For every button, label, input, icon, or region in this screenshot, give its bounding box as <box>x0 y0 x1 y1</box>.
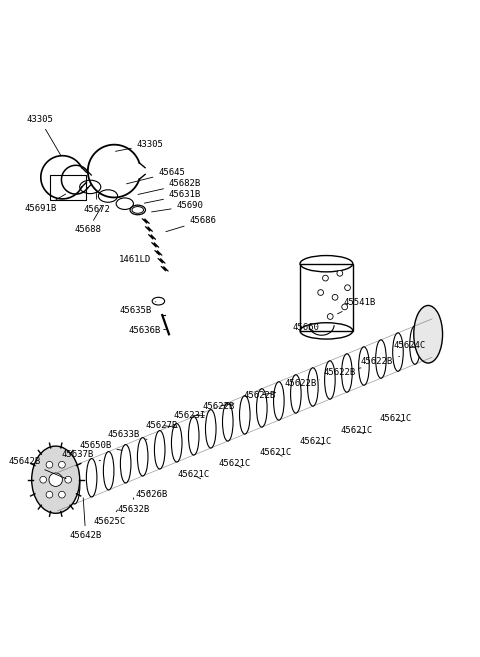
Text: 45686: 45686 <box>166 216 216 232</box>
Text: 45632B: 45632B <box>118 498 150 514</box>
Text: 45622B: 45622B <box>361 356 399 365</box>
Text: 45622B: 45622B <box>203 401 235 411</box>
Text: 45635B: 45635B <box>119 302 156 315</box>
Text: 45541B: 45541B <box>337 298 375 314</box>
Text: 45622B: 45622B <box>284 379 319 388</box>
Text: 45621C: 45621C <box>259 447 291 457</box>
Text: 45636B: 45636B <box>129 327 166 335</box>
Ellipse shape <box>414 306 443 363</box>
Text: 45625C: 45625C <box>94 510 126 526</box>
Text: 45690: 45690 <box>152 202 204 212</box>
Bar <box>300 263 353 331</box>
Circle shape <box>318 290 324 296</box>
Ellipse shape <box>46 491 53 498</box>
Text: 45622B: 45622B <box>244 391 276 399</box>
Ellipse shape <box>49 473 62 486</box>
Text: 45621C: 45621C <box>300 437 332 445</box>
Circle shape <box>323 275 328 281</box>
Text: 45623I: 45623I <box>174 411 206 420</box>
Text: 45642B: 45642B <box>70 498 102 540</box>
Circle shape <box>345 285 350 290</box>
Circle shape <box>342 304 348 310</box>
Text: 45621C: 45621C <box>379 414 411 422</box>
Text: 45621C: 45621C <box>218 459 251 468</box>
Text: 45627B: 45627B <box>145 421 178 430</box>
Circle shape <box>337 271 343 276</box>
Text: 43305: 43305 <box>116 140 164 151</box>
Text: 45633B: 45633B <box>108 430 147 440</box>
Ellipse shape <box>59 461 65 468</box>
Ellipse shape <box>65 476 72 483</box>
Text: 45631B: 45631B <box>144 191 201 203</box>
Text: 45650B: 45650B <box>79 441 122 450</box>
Circle shape <box>332 294 338 300</box>
Text: 1461LD: 1461LD <box>119 253 157 264</box>
Text: 43305: 43305 <box>26 115 61 156</box>
Text: 45622B: 45622B <box>324 368 361 377</box>
Bar <box>50 175 86 200</box>
Text: 45672: 45672 <box>84 192 111 214</box>
Ellipse shape <box>59 491 65 498</box>
Text: 45642B: 45642B <box>9 457 66 479</box>
Ellipse shape <box>46 461 53 468</box>
Ellipse shape <box>32 446 80 513</box>
Ellipse shape <box>40 476 47 483</box>
Text: 45682B: 45682B <box>138 179 201 194</box>
Text: 45691B: 45691B <box>25 194 66 213</box>
Text: 45645: 45645 <box>127 168 185 184</box>
Text: 45621C: 45621C <box>341 426 373 435</box>
Text: 45660: 45660 <box>293 323 320 332</box>
Text: 45688: 45688 <box>74 206 102 235</box>
Circle shape <box>327 313 333 319</box>
Text: 45637B: 45637B <box>61 449 100 461</box>
Text: 45624C: 45624C <box>394 341 426 350</box>
Text: 45621C: 45621C <box>178 470 210 480</box>
Text: 45626B: 45626B <box>135 491 168 499</box>
